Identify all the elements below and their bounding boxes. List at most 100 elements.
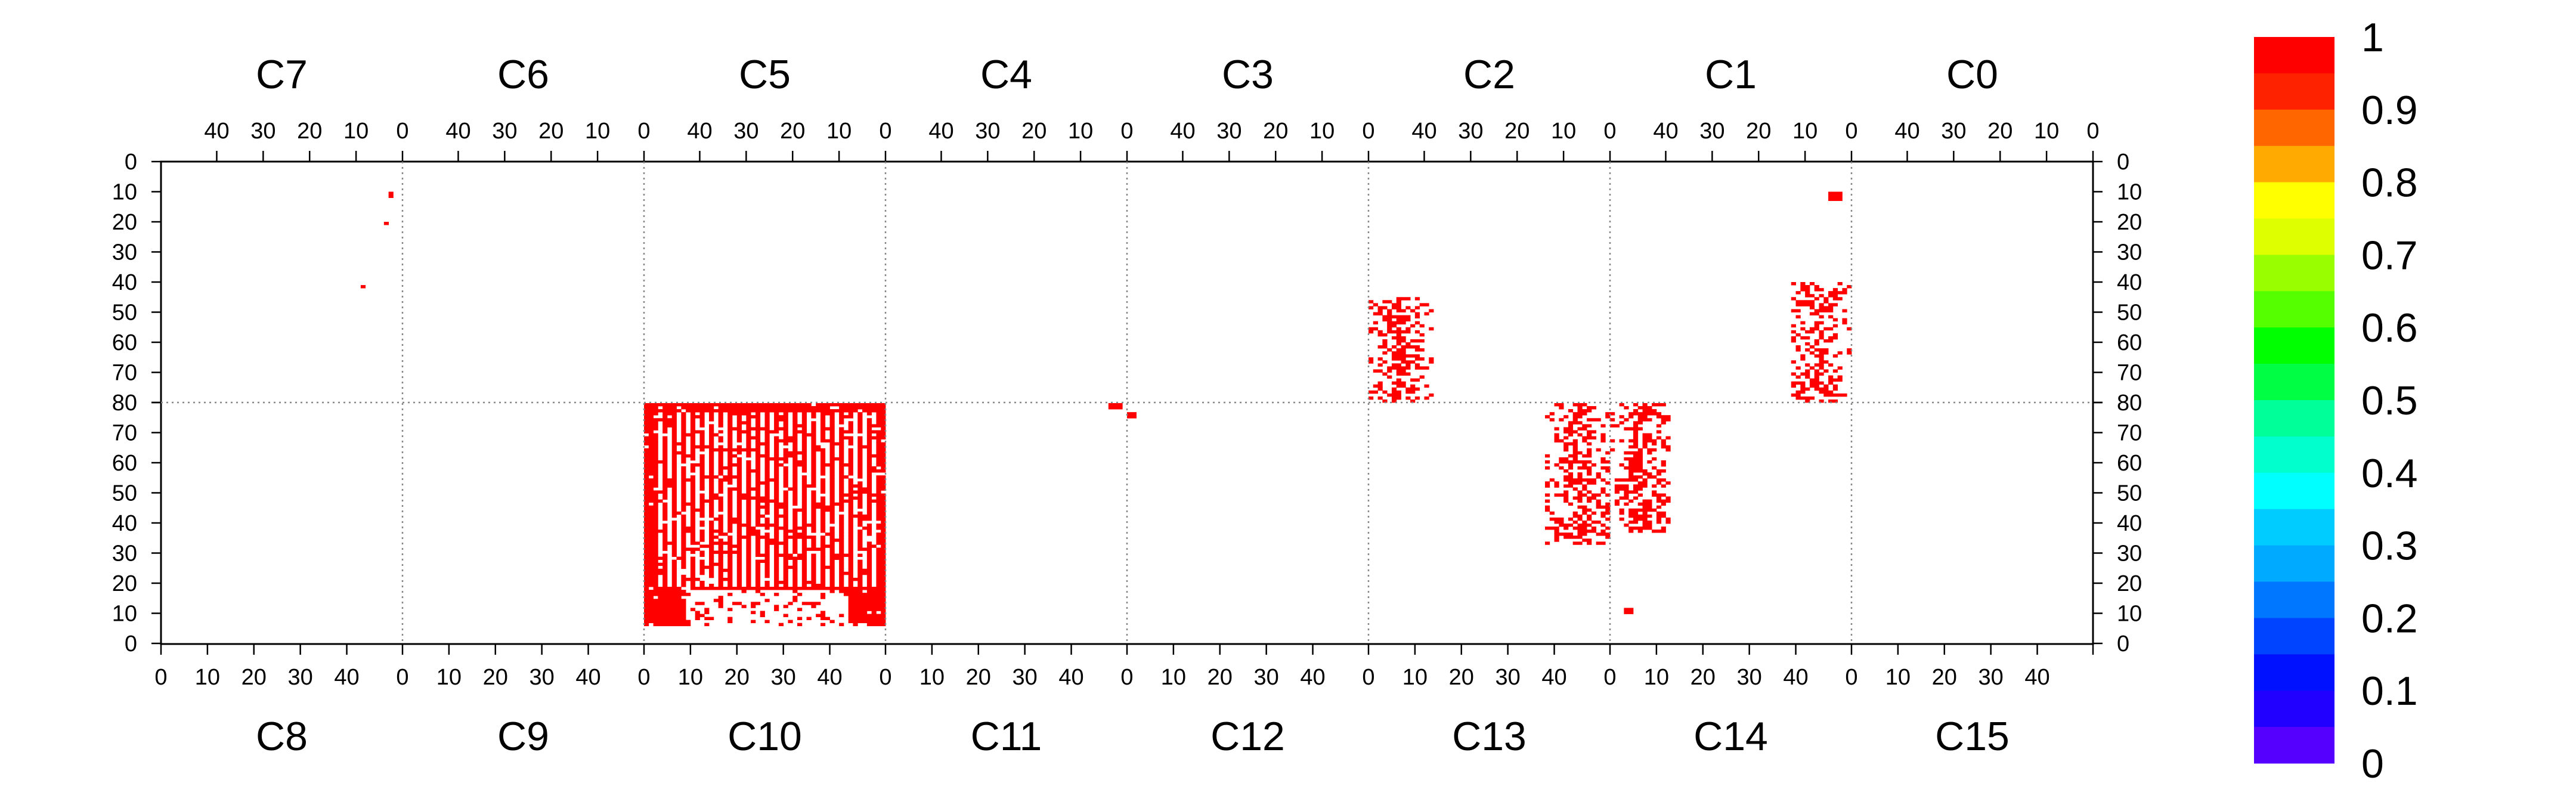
hit-cell — [1577, 421, 1583, 425]
hit-cell — [1805, 294, 1810, 298]
hit-cell — [1624, 418, 1629, 422]
hit-cell — [667, 611, 673, 614]
hit-cell — [801, 562, 807, 566]
y-tick-label-left: 70 — [112, 361, 137, 386]
hit-cell — [690, 556, 696, 560]
hit-cell — [671, 562, 677, 566]
x-tick-label-bottom: 20 — [1208, 665, 1233, 690]
hit-cell — [690, 550, 696, 554]
hit-cell — [866, 481, 872, 485]
hit-cell — [871, 403, 877, 407]
hit-cell — [709, 514, 714, 518]
hit-cell — [1832, 384, 1838, 388]
hit-cell — [839, 502, 844, 506]
hit-cell — [1624, 611, 1629, 614]
hit-cell — [778, 541, 784, 545]
hit-cell — [764, 475, 770, 479]
hit-cell — [857, 574, 863, 578]
hit-cell — [857, 403, 863, 407]
hit-cell — [1582, 403, 1587, 407]
hit-cell — [783, 527, 788, 530]
hit-cell — [876, 451, 881, 455]
hit-cell — [1652, 508, 1657, 512]
hit-cell — [1823, 369, 1829, 373]
hit-cell — [1633, 436, 1639, 439]
hit-cell — [699, 406, 705, 410]
hit-cell — [755, 553, 761, 557]
hit-cell — [1582, 511, 1587, 515]
hit-cell — [866, 587, 872, 590]
hit-cell — [690, 469, 696, 473]
hit-cell — [1577, 460, 1583, 464]
hit-cell — [1605, 415, 1611, 419]
hit-cell — [1401, 339, 1406, 343]
hit-cell — [783, 406, 788, 410]
hit-cell — [1382, 339, 1388, 343]
hit-cell — [704, 544, 710, 548]
hit-cell — [755, 433, 761, 436]
hit-cell — [769, 538, 775, 542]
hit-cell — [1396, 351, 1401, 355]
hit-cell — [1642, 514, 1648, 518]
hit-cell — [820, 565, 826, 569]
hit-cell — [671, 544, 677, 548]
hit-cell — [681, 617, 686, 620]
hit-cell — [681, 505, 686, 509]
hit-cell — [876, 517, 881, 521]
hit-cell — [1559, 532, 1564, 536]
hit-cell — [662, 577, 668, 581]
hit-cell — [644, 457, 649, 461]
hit-cell — [1582, 538, 1587, 542]
hit-cell — [1582, 424, 1587, 428]
hit-cell — [1652, 475, 1657, 479]
hit-cell — [746, 481, 751, 485]
hit-cell — [764, 541, 770, 545]
hit-cell — [811, 466, 816, 470]
hit-cell — [709, 454, 714, 458]
hit-cell — [792, 436, 798, 439]
hit-cell — [866, 593, 872, 596]
hit-cell — [1819, 333, 1824, 337]
hit-cell — [881, 406, 886, 410]
hit-cell — [764, 466, 770, 470]
hit-cell — [792, 481, 798, 485]
hit-cell — [811, 547, 816, 551]
hit-cell — [829, 430, 835, 434]
x-tick-label-top: 20 — [780, 119, 805, 144]
hit-cell — [881, 466, 886, 470]
hit-cell — [848, 580, 853, 584]
colorbar-segment — [2254, 472, 2334, 510]
hit-cell — [862, 593, 868, 596]
hit-cell — [857, 605, 863, 608]
hit-cell — [671, 484, 677, 488]
hit-cell — [681, 550, 686, 554]
hit-cell — [1665, 415, 1671, 419]
hit-cell — [1605, 532, 1611, 536]
hit-cell — [783, 457, 788, 461]
hit-cell — [1572, 478, 1578, 482]
hit-cell — [820, 541, 826, 545]
hit-region-c14-11 — [1624, 608, 1634, 614]
hit-cell — [1805, 330, 1810, 334]
hit-cell — [755, 475, 761, 479]
hit-cell — [1568, 454, 1574, 458]
hit-cell — [713, 562, 719, 566]
hit-cell — [1832, 294, 1838, 298]
hit-cell — [774, 574, 779, 578]
hit-cell — [1791, 336, 1796, 340]
hit-cell — [681, 577, 686, 581]
hit-cell — [1596, 520, 1601, 524]
hit-cell — [783, 584, 788, 587]
hit-cell — [811, 430, 816, 434]
hit-cell — [718, 445, 723, 449]
hit-cell — [699, 614, 705, 617]
hit-cell — [866, 451, 872, 455]
hit-cell — [866, 478, 872, 482]
hit-cell — [648, 547, 654, 551]
hit-cell — [764, 496, 770, 500]
hit-cell — [1429, 393, 1434, 397]
hit-cell — [1405, 318, 1411, 322]
hit-cell — [1809, 294, 1815, 298]
hit-cell — [764, 418, 770, 422]
hit-cell — [736, 421, 742, 425]
